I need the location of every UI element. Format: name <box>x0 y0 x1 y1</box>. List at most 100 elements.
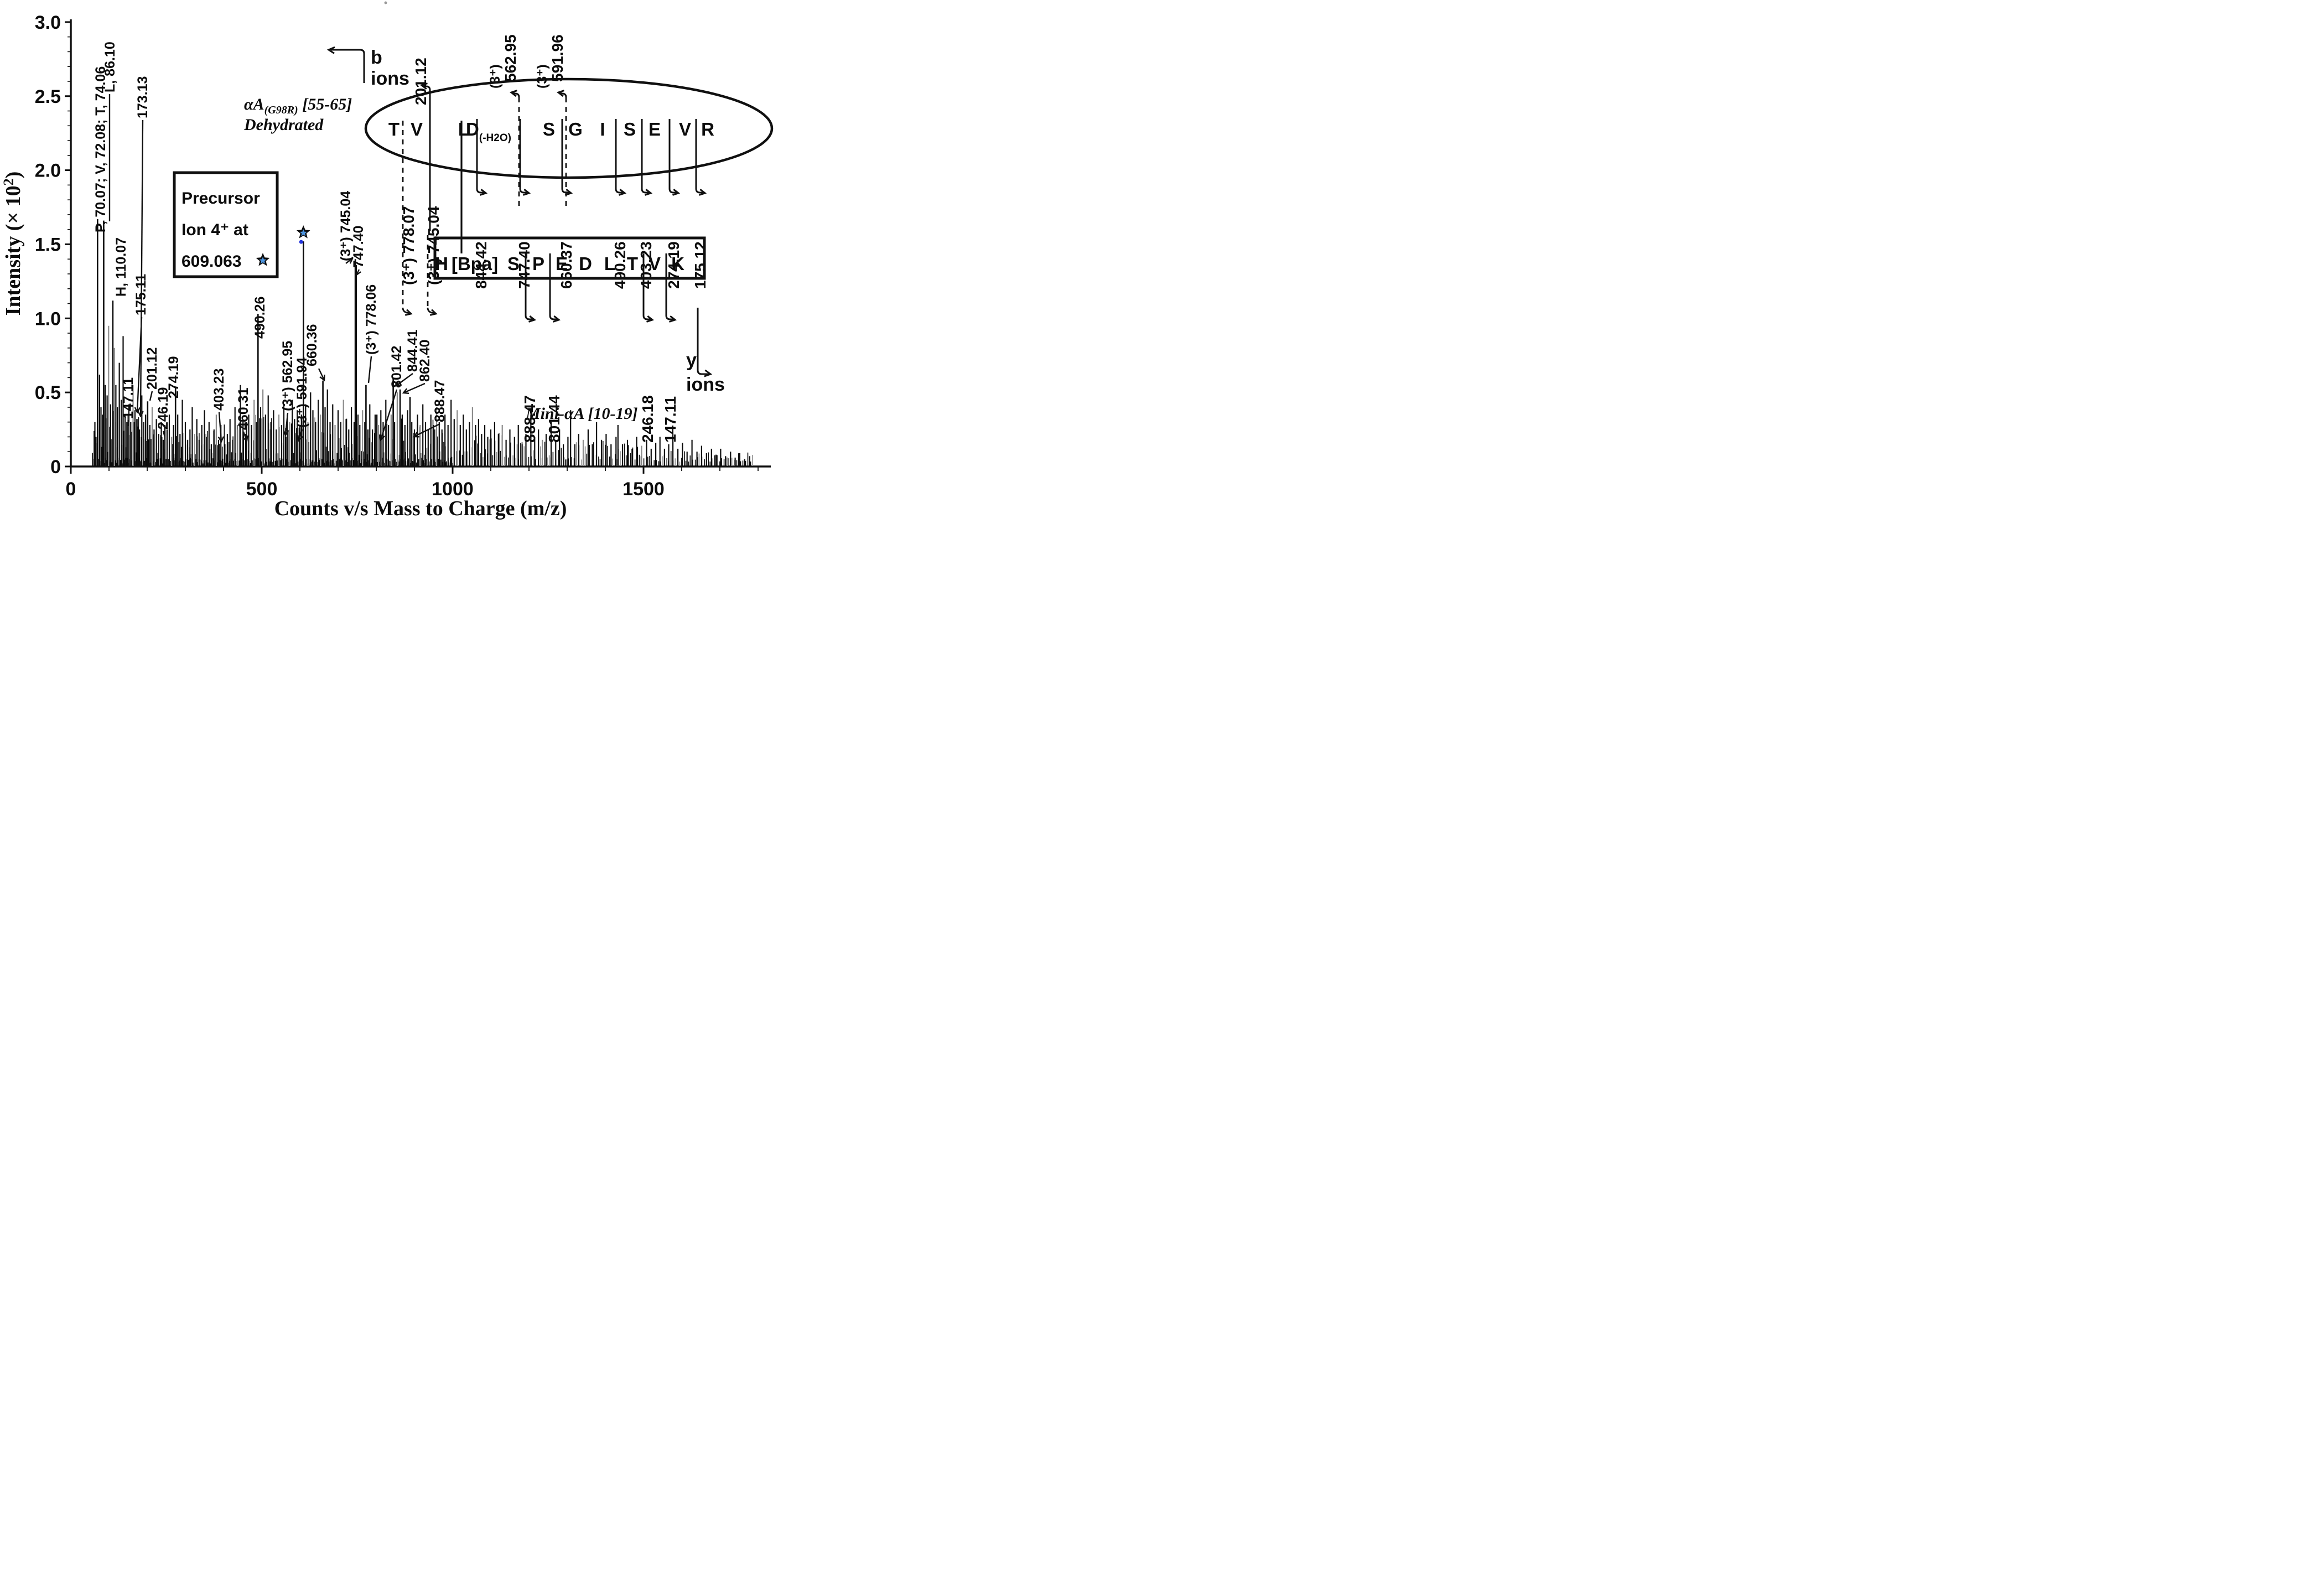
arrowhead-icon <box>395 380 402 387</box>
residue-letter: D <box>579 253 592 274</box>
b-ion-hook <box>559 92 567 98</box>
x-tick-label: 1000 <box>432 479 474 500</box>
residue-letter: P <box>532 253 544 274</box>
y-ion-value: 801.44 <box>546 395 563 443</box>
y-ion-value: 490.26 <box>611 241 629 289</box>
y-ion-value: 844.42 <box>473 241 490 289</box>
arrowhead-icon <box>319 374 325 382</box>
y-tick-label: 3.0 <box>35 12 61 33</box>
arrowhead-icon <box>528 315 537 323</box>
peak-label: 274.19 <box>166 356 181 398</box>
arrowhead-icon <box>523 189 531 196</box>
residue-letter: T <box>388 119 400 139</box>
precursor-box <box>173 171 279 278</box>
x-tick-label: 0 <box>66 479 76 500</box>
arrowhead-icon <box>553 315 561 323</box>
peak-label: H, 110.07 <box>113 237 129 297</box>
peak-label: 888.47 <box>432 380 448 422</box>
peak-pointer-line <box>139 120 144 417</box>
peak-label: 660.36 <box>304 324 320 366</box>
residue-letter: E <box>556 253 568 274</box>
y-ion-hook <box>642 315 651 320</box>
peak-pointer-line <box>284 412 289 436</box>
arrowhead-icon <box>704 369 713 377</box>
peak-label: 403.23 <box>211 369 227 411</box>
b-ion-charge: (3⁺) <box>535 64 550 89</box>
y-ions-arrow-icon <box>697 308 709 375</box>
b-ions-arrow-icon <box>331 49 365 83</box>
arrowhead-icon <box>645 189 653 196</box>
y-ion-hook <box>695 188 703 194</box>
y3-ion-label: (3⁺) 778.07 <box>400 206 417 285</box>
y-ion-hook <box>615 188 623 194</box>
peak-label: 747.40 <box>351 226 366 268</box>
arrowhead-icon <box>355 269 361 277</box>
y-tick-label: 2.5 <box>35 86 61 107</box>
peak-label: 862.40 <box>417 340 433 382</box>
star-inner-icon <box>259 257 267 264</box>
residue-letter: S <box>507 253 520 274</box>
y-tick-label: 0.5 <box>35 382 61 403</box>
peak-label: 173.13 <box>135 76 151 118</box>
b-ion-charge: (3⁺) <box>487 64 503 89</box>
residue-letter: G <box>568 119 583 139</box>
arrowhead-icon <box>217 436 225 443</box>
peak-label: 147.11 <box>121 377 136 419</box>
mass-spectrum-figure: 3.0 2.5 2.0 1.5 1.0 0.5 00 500 1000 1500 Counts v/… <box>1 1 774 520</box>
peak-pointer-line <box>298 429 303 441</box>
y-ions-label-bottom: ions <box>686 374 725 395</box>
arrowhead-icon <box>242 435 248 443</box>
peak-label: (3⁺) 562.95 <box>280 341 295 411</box>
y-ion-hook <box>519 188 527 194</box>
arrowhead-icon <box>297 434 303 442</box>
peak-pointer-line <box>396 373 413 386</box>
y3-hook <box>402 307 410 314</box>
y-ion-hook <box>665 315 673 320</box>
arrowhead-icon <box>412 432 420 438</box>
star-dot-icon <box>299 240 303 244</box>
arrowhead-icon <box>646 315 655 323</box>
residue-letter: T <box>627 253 638 274</box>
y-ion-value: 274.19 <box>665 241 682 289</box>
residue-letter: D(-H2O) <box>466 119 511 144</box>
peak-pointer-line <box>162 431 166 438</box>
peak-pointer-line <box>318 368 325 381</box>
peak-pointer-line <box>242 431 248 442</box>
residue-letter: S <box>624 119 636 139</box>
residue-letter: R <box>701 119 714 139</box>
x-tick-label: 500 <box>246 479 278 500</box>
peak-label: (3⁺) 745.04 <box>338 191 354 261</box>
residue-letter: [Bpa] <box>452 253 498 274</box>
arrowhead-icon <box>134 407 141 414</box>
precursor-box-text: Precursor <box>181 189 260 208</box>
b2-ion-label: 201.12 <box>412 58 429 105</box>
b-ions-label-bottom: ions <box>371 68 409 89</box>
arrowhead-icon <box>283 429 289 437</box>
residue-letter: S <box>543 119 555 139</box>
arrowhead-icon <box>556 90 564 97</box>
y-ion-value: 747.40 <box>516 241 533 289</box>
residue-letter: I <box>600 119 605 139</box>
b-ions-label-top: b <box>371 47 382 68</box>
arrowhead-icon <box>669 315 677 323</box>
arrowhead-icon <box>699 189 707 196</box>
mini-aA-box <box>433 236 706 280</box>
y-ion-hook <box>641 188 649 194</box>
arrowhead-icon <box>480 189 488 196</box>
residue-letter: L <box>604 253 615 274</box>
peak-pointer-line <box>218 412 222 442</box>
residue-letter: H <box>435 253 448 274</box>
b-ion-value: 562.95 <box>502 34 519 82</box>
peak-label: 246.19 <box>155 387 171 429</box>
top-peptide-name: αA(G98R) [55-65] <box>244 95 352 116</box>
y-ion-hook <box>549 315 557 320</box>
star-inner-icon <box>299 229 307 236</box>
arrowhead-icon <box>619 189 627 196</box>
y-tick-label: 2.0 <box>35 160 61 182</box>
arrowhead-icon <box>565 189 573 196</box>
top-peptide-name-line2: Dehydrated <box>243 116 324 134</box>
arrowhead-icon <box>672 189 681 196</box>
residue-letter: V <box>649 253 661 274</box>
peak-pointer-line <box>380 389 398 440</box>
peak-label: 175.11 <box>133 274 149 315</box>
